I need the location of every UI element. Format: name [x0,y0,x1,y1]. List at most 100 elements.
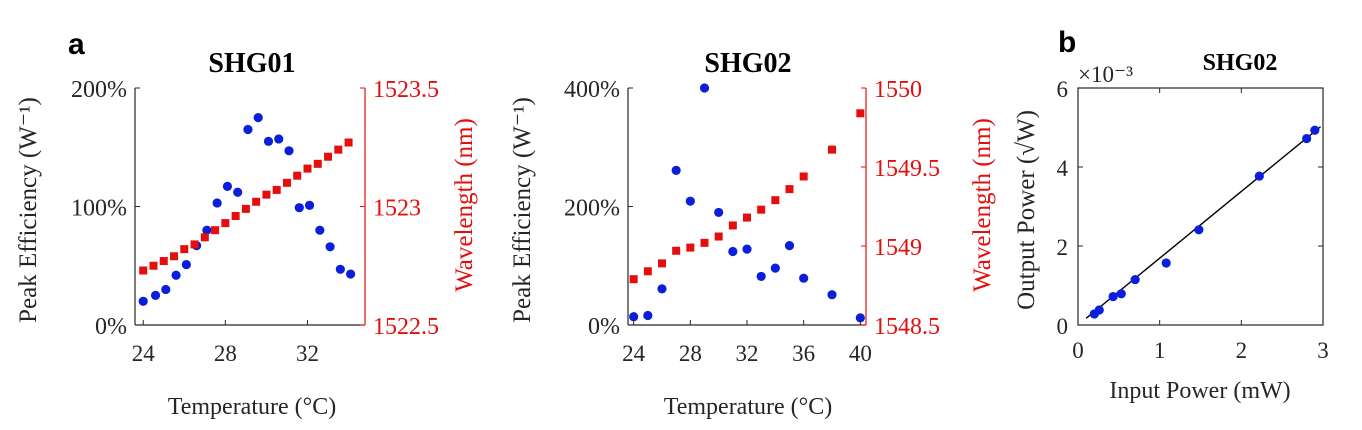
chart-axes: 0 1 2 3 0 2 4 6 [1057,77,1329,363]
efficiency-point [233,187,243,197]
y-axis-label: Output Power (√W) [1013,110,1040,310]
chart-axes: 24 28 32 0% 100% 200% 1522.5 1523 1523.5 [71,77,439,366]
wavelength-point [262,190,271,199]
chart-title: SHG01 [208,48,295,79]
efficiency-point [855,313,865,323]
efficiency-point [181,259,191,270]
y-right-tick-label: 1523.5 [373,77,439,103]
efficiency-point [685,196,695,206]
efficiency-point [274,134,284,144]
power-point [1108,291,1118,302]
x-tick-label: 0 [1072,338,1084,363]
power-point [1310,125,1320,135]
efficiency-point [742,244,752,254]
efficiency-point [294,203,304,213]
panel-label-b: b [1058,26,1076,59]
x-tick-label: 24 [132,341,156,366]
efficiency-point [263,136,274,146]
wavelength-point [170,252,179,261]
wavelength-point [757,205,766,214]
wavelength-point [282,178,291,187]
efficiency-point [346,269,356,279]
power-point [1130,274,1140,285]
y-tick-label: 4 [1057,156,1069,181]
wavelength-point [728,221,737,230]
efficiency-point [643,310,653,321]
fit-line [1085,126,1321,319]
chart-title: SHG02 [1203,50,1278,76]
wavelength-point [190,240,199,249]
efficiency-point [325,242,335,252]
efficiency-point [171,270,181,280]
efficiency-point [304,200,315,210]
efficiency-point [243,124,253,135]
wavelength-point [334,145,343,154]
wavelength-point [180,245,189,254]
power-point [1302,133,1312,144]
efficiency-point [756,271,766,282]
efficiency-point [770,263,780,273]
x-axis-label: Temperature (°C) [664,394,833,420]
y-right-tick-label: 1549.5 [874,156,940,182]
wavelength-point [785,185,794,194]
wavelength-point [828,145,836,154]
x-tick-label: 1 [1154,338,1166,363]
x-tick-label: 32 [736,341,759,366]
chart-marks [138,113,356,306]
plot-box [1077,87,1324,326]
x-tick-label: 36 [792,341,815,366]
wavelength-point [658,259,666,268]
y-right-axis-label: Wavelength (nm) [451,118,478,292]
efficiency-point [335,264,345,274]
x-tick-label: 28 [214,341,237,366]
wavelength-point [231,211,240,220]
wavelength-point [643,267,652,276]
efficiency-point [150,290,161,300]
y-left-tick-label: 0% [588,314,620,340]
y-left-tick-label: 400% [564,77,620,103]
wavelength-point [159,257,168,266]
efficiency-point [284,146,294,156]
wavelength-point [149,261,158,270]
x-tick-label: 24 [622,341,646,366]
power-point [1094,305,1104,315]
efficiency-point [202,225,212,235]
efficiency-point [222,181,233,191]
wavelength-point [629,275,638,284]
wavelength-point [293,171,302,180]
wavelength-point [700,238,709,247]
axis-multiplier: ×10⁻³ [1078,62,1133,87]
y-left-tick-label: 0% [95,314,127,340]
power-point [1254,171,1264,181]
chart-marks [629,83,865,323]
y-right-tick-label: 1523 [373,196,421,222]
efficiency-point [827,290,837,300]
chart-title: SHG02 [704,48,791,79]
power-point [1116,289,1126,299]
y-tick-label: 2 [1057,235,1069,260]
x-tick-label: 2 [1236,338,1248,363]
x-tick-label: 40 [849,341,872,366]
efficiency-point [714,207,724,218]
efficiency-point [699,83,710,93]
wavelength-point [303,164,312,173]
y-right-tick-label: 1550 [874,77,922,103]
efficiency-point [629,312,639,322]
efficiency-point [657,284,667,294]
wavelength-point [743,213,751,222]
y-tick-label: 0 [1057,314,1069,339]
panel-label-a: a [68,28,85,61]
chart-shg02-temperature: SHG02 24 28 32 36 400%200%400%1548.515491549… [509,48,996,420]
power-point [1161,258,1171,268]
x-tick-label: 3 [1317,338,1329,363]
wavelength-point [324,152,333,161]
wavelength-point [686,243,695,252]
y-left-tick-label: 200% [564,196,620,222]
y-right-tick-label: 1549 [874,235,922,261]
wavelength-point [771,196,780,205]
wavelength-point [714,232,723,241]
wavelength-point [272,185,281,194]
x-tick-label: 28 [679,341,702,366]
chart-shg02-power: SHG02 ×10⁻³ 0 1 2 3 0 2 4 6 Input Power (mW) Ou… [1013,50,1329,404]
